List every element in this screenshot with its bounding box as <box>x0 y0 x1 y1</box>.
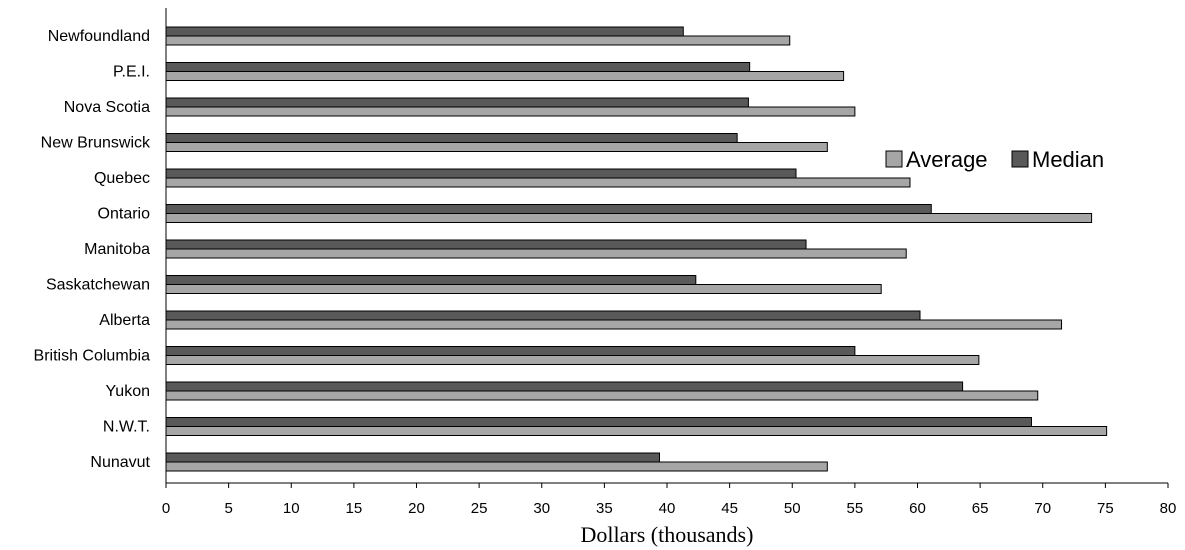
bar-average-nunavut <box>165 461 828 472</box>
legend-label-average: Average <box>906 147 988 172</box>
category-label-nunavut: Nunavut <box>90 454 150 471</box>
bar-average-n-w-t <box>165 426 1108 436</box>
category-labels: Newfoundland P.E.I. Nova Scotia New Brunswi… <box>34 28 151 471</box>
bar-average-p-e-i <box>165 71 845 81</box>
legend-swatch-median <box>1011 150 1029 168</box>
bar-average-saskatchewan <box>165 284 882 294</box>
bar-median-newfoundland <box>165 26 684 37</box>
x-tick-labels: 0 5 10 15 20 25 30 35 40 45 50 55 60 65 70 75 80 <box>162 483 1177 517</box>
bar-median-p-e-i <box>165 62 751 72</box>
bar-median-manitoba <box>165 239 807 250</box>
bar-average-alberta <box>165 319 1063 330</box>
category-label-alberta: Alberta <box>99 312 150 329</box>
bar-median-quebec <box>165 168 797 179</box>
legend-label-median: Median <box>1032 147 1104 172</box>
x-tick-label-70: 70 <box>1034 500 1051 517</box>
bar-median-british-columbia <box>165 346 856 356</box>
bar-median-nova-scotia <box>165 97 749 108</box>
x-tick-label-15: 15 <box>346 500 363 517</box>
legend: Average Median <box>885 147 1104 172</box>
bar-median-nunavut <box>165 452 660 463</box>
bar-median-ontario <box>165 204 932 214</box>
bars-group <box>165 26 1108 472</box>
x-tick-label-45: 45 <box>721 500 738 517</box>
category-label-quebec: Quebec <box>94 170 150 187</box>
x-tick-label-75: 75 <box>1097 500 1114 517</box>
x-tick-label-5: 5 <box>224 500 232 517</box>
bar-average-quebec <box>165 177 911 188</box>
x-tick-label-50: 50 <box>784 500 801 517</box>
category-label-newfoundland: Newfoundland <box>48 28 150 45</box>
bar-median-new-brunswick <box>165 133 738 143</box>
bar-average-british-columbia <box>165 355 980 365</box>
x-tick-label-35: 35 <box>596 500 613 517</box>
category-label-manitoba: Manitoba <box>84 241 150 258</box>
bar-median-saskatchewan <box>165 275 697 285</box>
bar-average-newfoundland <box>165 35 791 46</box>
x-tick-label-55: 55 <box>847 500 864 517</box>
category-label-new-brunswick: New Brunswick <box>41 135 151 152</box>
x-tick-label-10: 10 <box>283 500 300 517</box>
x-tick-label-80: 80 <box>1160 500 1177 517</box>
bar-average-ontario <box>165 213 1093 223</box>
x-tick-label-40: 40 <box>659 500 676 517</box>
x-tick-label-20: 20 <box>408 500 425 517</box>
x-tick-label-60: 60 <box>909 500 926 517</box>
x-tick-label-65: 65 <box>972 500 989 517</box>
bar-average-nova-scotia <box>165 106 856 117</box>
category-label-saskatchewan: Saskatchewan <box>46 277 150 294</box>
bar-median-n-w-t <box>165 417 1032 427</box>
category-label-ontario: Ontario <box>98 206 151 223</box>
x-tick-label-30: 30 <box>533 500 550 517</box>
legend-swatch-average <box>885 150 903 168</box>
x-tick-label-0: 0 <box>162 500 170 517</box>
bar-median-alberta <box>165 310 921 321</box>
bar-average-manitoba <box>165 248 907 259</box>
category-label-british-columbia: British Columbia <box>34 348 151 365</box>
bar-median-yukon <box>165 381 964 392</box>
x-axis-title: Dollars (thousands) <box>581 522 754 547</box>
bar-average-yukon <box>165 390 1039 401</box>
bar-average-new-brunswick <box>165 142 828 152</box>
category-label-nova-scotia: Nova Scotia <box>64 99 150 116</box>
x-tick-label-25: 25 <box>471 500 488 517</box>
category-label-yukon: Yukon <box>106 383 150 400</box>
category-label-n-w-t: N.W.T. <box>103 419 150 436</box>
category-label-p-e-i: P.E.I. <box>113 64 150 81</box>
